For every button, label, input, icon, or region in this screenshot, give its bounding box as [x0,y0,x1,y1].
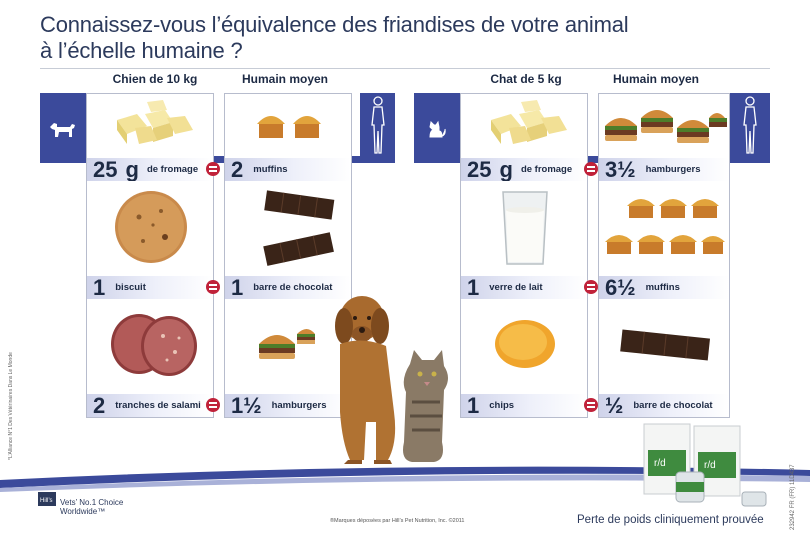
left-row1-human-strip: 2 muffins [225,158,351,181]
hamburger-icon [259,329,315,359]
muffin-icon [257,116,321,138]
footer-swoosh [0,466,810,492]
left-row3-pet-strip: 2 tranches de salami [87,394,213,417]
item-label: chips [489,400,515,411]
item-label: de fromage [520,164,573,175]
equals-icon [584,162,598,176]
logo-line-2: Worldwide™ [60,507,106,516]
left-row3-human-strip: 1½ hamburgers [225,394,351,417]
equals-icon [206,398,220,412]
right-row1-pet-strip: 25 g de fromage [461,158,587,181]
left-band-mid [86,156,360,163]
svg-text:r/d: r/d [654,458,666,469]
quantity: ½ [605,394,624,417]
left-human-panel: 2 muffins 1 barre de chocolat 1½ hamburg… [224,93,352,418]
unit: g [125,158,139,181]
quantity: 25 [467,158,492,181]
right-human-panel: 3½ hamburgers 6½ muffins ½ barre de choc… [598,93,730,418]
title-line-1: Connaissez-vous l’équivalence des friand… [40,12,629,37]
quantity: 2 [93,394,106,417]
right-row1-human-strip: 3½ hamburgers [599,158,729,181]
muffins-icon [605,199,725,254]
chip-icon [495,320,555,368]
left-row2-pet-strip: 1 biscuit [87,276,213,299]
left-row1-pet-strip: 25 g de fromage [87,158,213,181]
equals-icon [206,162,220,176]
equals-icon [584,280,598,294]
quantity: 1 [231,276,244,299]
hamburgers-icon [605,110,727,143]
title-line-2: à l’échelle humaine ? [40,38,243,63]
right-row2-pet-strip: 1 verre de lait [461,276,587,299]
right-row2-human-strip: 6½ muffins [599,276,729,299]
cat-icon [420,98,454,160]
quantity: 1 [467,276,480,299]
quantity: 1 [93,276,106,299]
svg-text:Hill’s: Hill’s [40,498,53,504]
side-note: *L’Alliance N°1 Des Vétérinaires Dans Le… [8,352,14,460]
title-divider [40,68,770,69]
human-silhouette-icon [361,94,395,156]
item-label: muffins [253,164,288,175]
right-human-header: Humain moyen [612,72,699,86]
quantity: 2 [231,158,244,181]
logo-line-1: Vets’ No.1 Choice [60,498,124,507]
item-label: barre de chocolat [253,282,333,293]
item-label: hamburgers [271,400,327,411]
quantity: 3½ [605,158,636,181]
item-label: de fromage [146,164,199,175]
human-silhouette-icon [733,94,767,156]
quantity: 25 [93,158,118,181]
left-row2-human-strip: 1 barre de chocolat [225,276,351,299]
salami-icon [111,314,197,376]
unit: g [499,158,513,181]
dog-icon [46,98,80,160]
item-label: verre de lait [489,282,543,293]
equals-icon [584,398,598,412]
item-label: hamburgers [645,164,701,175]
milk-glass-icon [502,191,548,265]
left-pet-panel: 25 g de fromage 1 biscuit 2 tranches de … [86,93,214,418]
chocolate-bar-icon [620,329,711,361]
equals-icon [206,280,220,294]
hills-logo: Hill’s Vets’ No.1 Choice Worldwide™ [38,488,168,528]
dog-and-cat-photo [335,296,448,464]
right-row3-human-strip: ½ barre de chocolat [599,394,729,417]
cheese-icon [491,100,567,144]
trademark-notice: ®Marques déposées par Hill’s Pet Nutriti… [330,518,465,524]
page-title: Connaissez-vous l’équivalence des friand… [40,12,760,64]
right-pet-header: Chat de 5 kg [490,72,562,86]
item-label: biscuit [115,282,146,293]
left-human-header: Humain moyen [241,72,328,86]
quantity: 1½ [231,394,262,417]
item-label: muffins [645,282,680,293]
cheese-icon [117,100,193,144]
item-label: tranches de salami [115,400,201,411]
product-packages: r/d r/d [643,423,767,507]
svg-text:r/d: r/d [704,460,716,471]
biscuit-icon [115,191,187,263]
hills-brand-icon: Hill’s [38,492,56,506]
right-band-mid [460,156,730,163]
quantity: 6½ [605,276,636,299]
item-label: barre de chocolat [633,400,713,411]
right-pet-panel: 25 g de fromage 1 verre de lait 1 chips [460,93,588,418]
reference-code: 232942 FR (FR) 11D437 [790,464,796,530]
chocolate-bar-icon [263,190,335,266]
right-row3-pet-strip: 1 chips [461,394,587,417]
quantity: 1 [467,394,480,417]
tagline: Perte de poids cliniquement prouvée [577,514,764,526]
left-pet-header: Chien de 10 kg [112,72,198,86]
